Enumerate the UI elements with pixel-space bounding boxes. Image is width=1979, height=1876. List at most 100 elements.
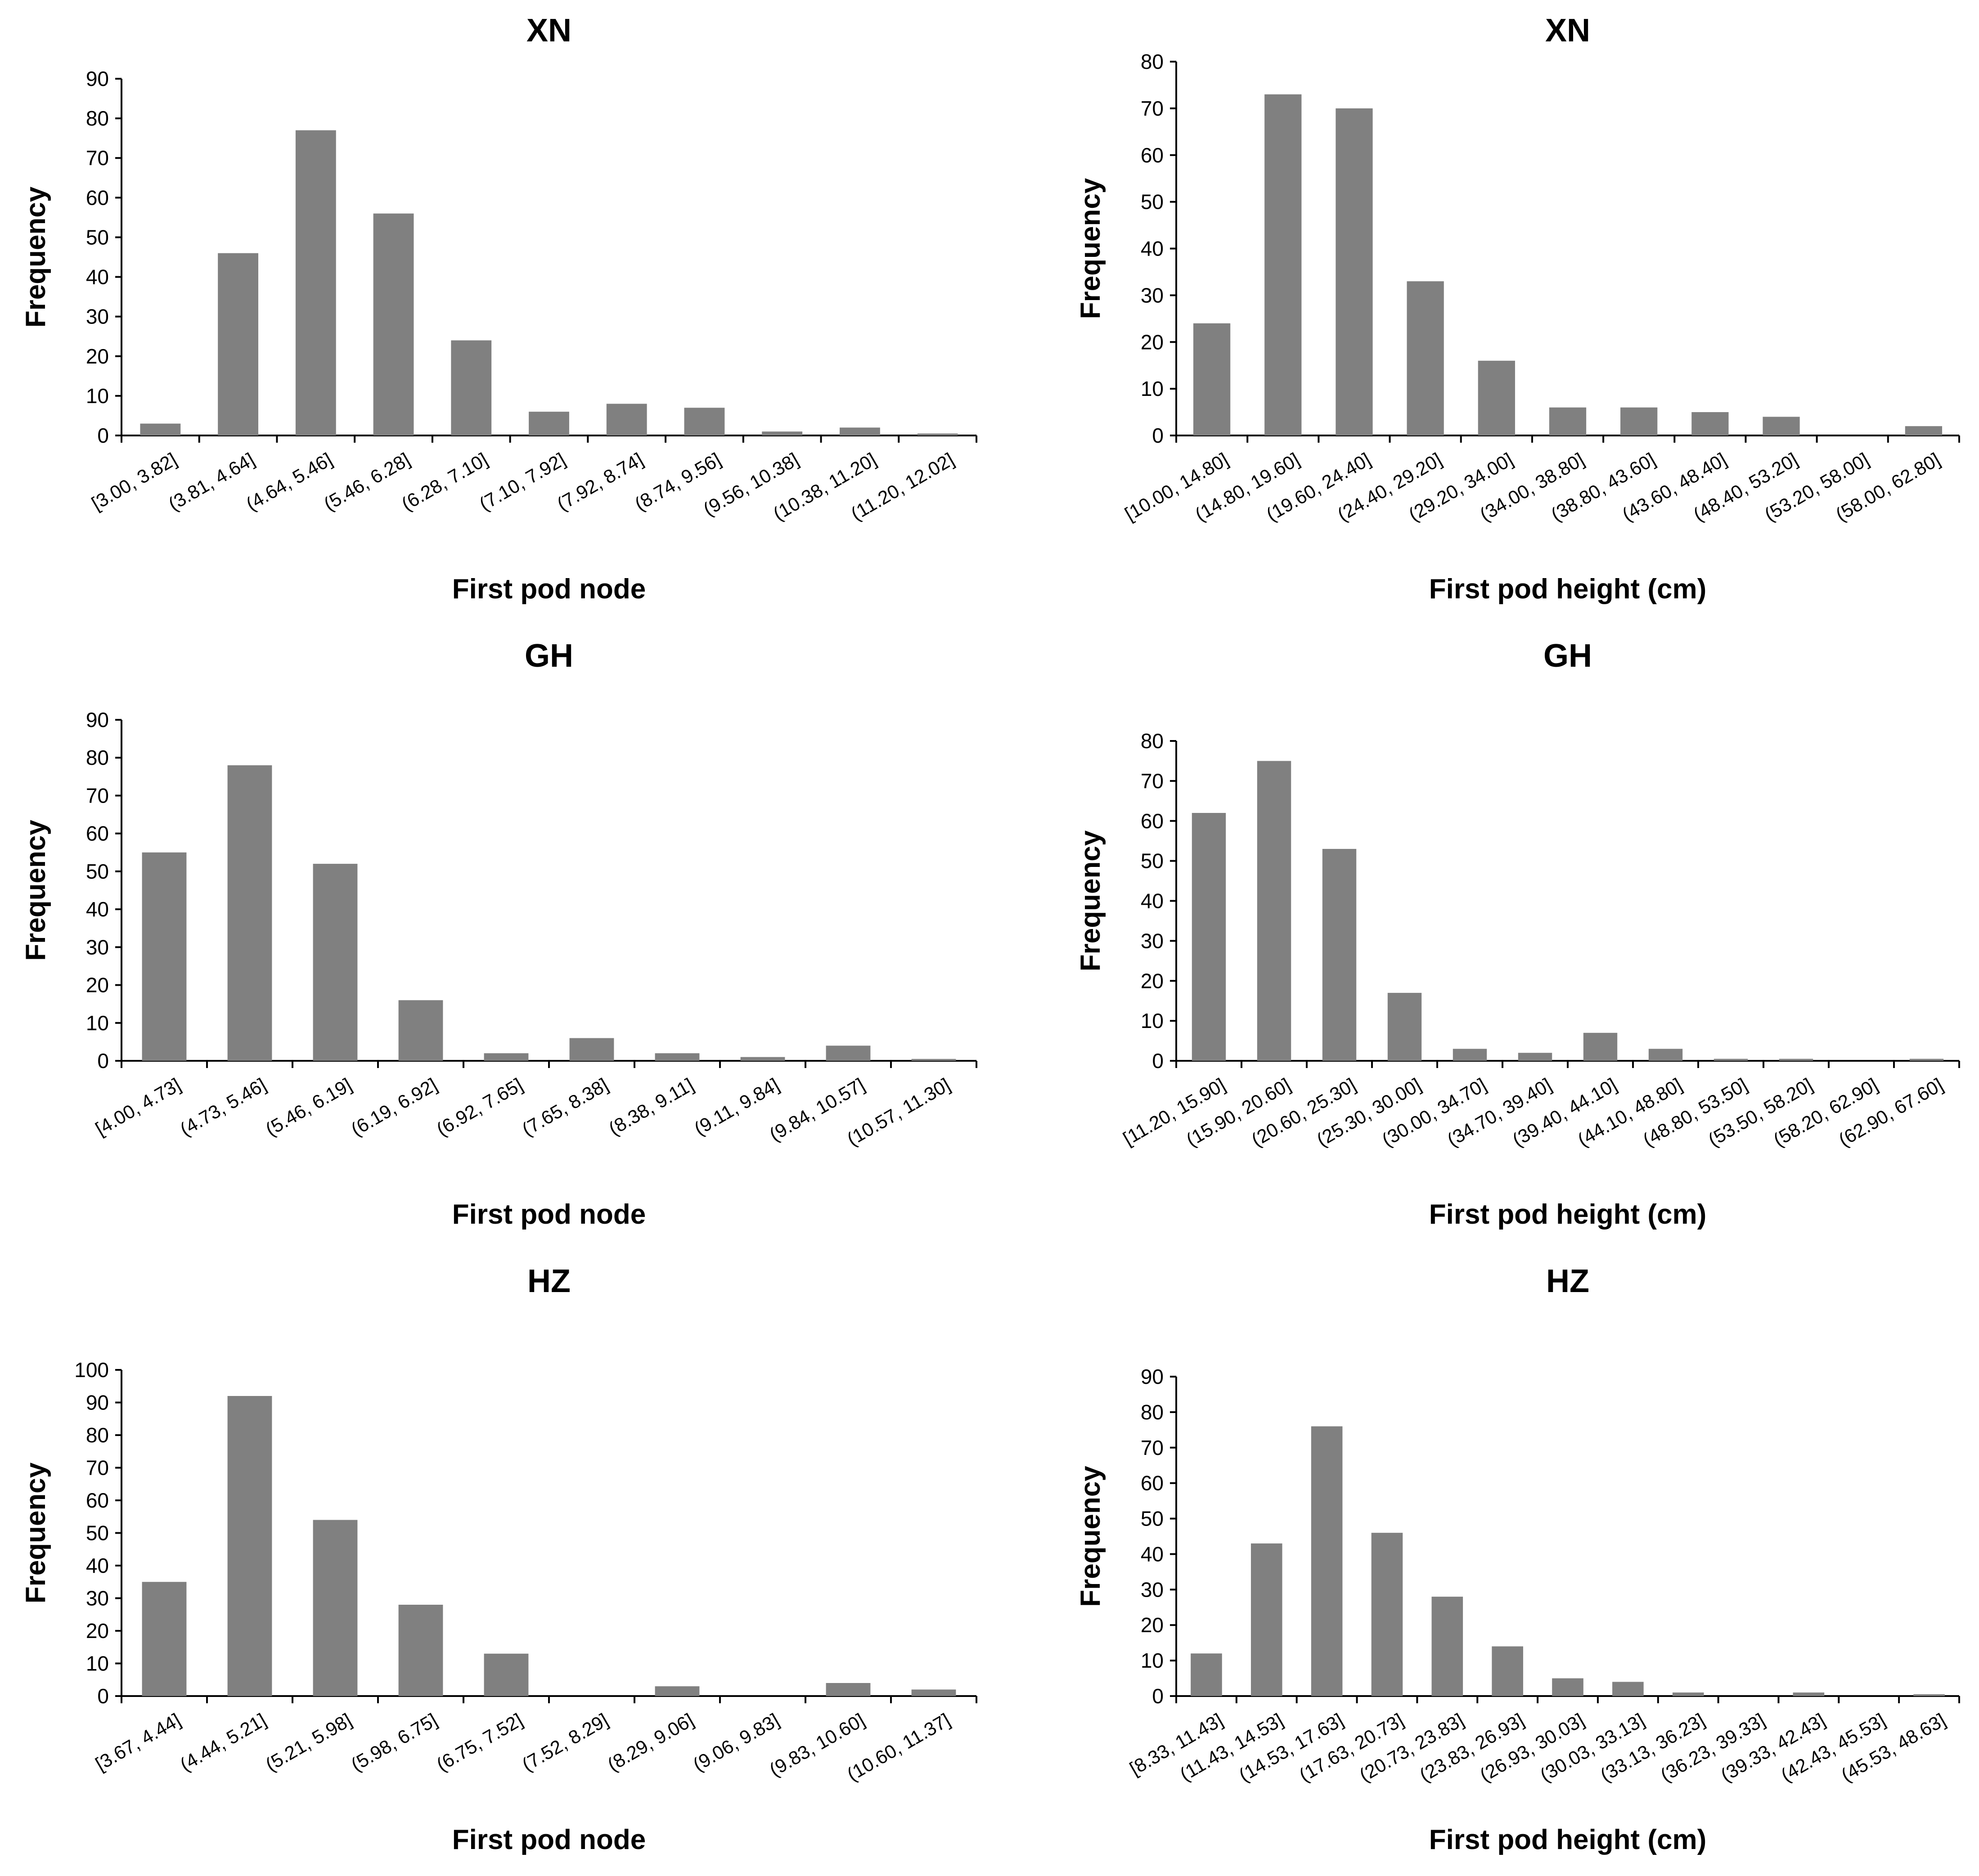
bar: [1453, 1049, 1487, 1061]
x-tick-label: [4.00, 4.73]: [92, 1074, 184, 1140]
x-axis-label: First pod height (cm): [1429, 1824, 1707, 1855]
chart-svg: GH Frequency First pod node 0 10 20 30 40 50 60 70…: [20, 638, 977, 1230]
y-tick-label: 100: [74, 1358, 109, 1382]
chart-svg: GH Frequency First pod height (cm) 0 10 20 30 4…: [1075, 638, 1960, 1230]
y-tick-label: 0: [97, 424, 109, 447]
bar: [569, 1038, 614, 1061]
x-tick-label: (4.64, 5.46]: [243, 449, 336, 515]
y-tick-label: 80: [86, 746, 109, 769]
x-axis-label: First pod node: [452, 1199, 646, 1230]
x-tick-label: (6.75, 7.52]: [433, 1709, 526, 1775]
bar: [484, 1053, 529, 1061]
y-tick-label: 50: [1141, 190, 1164, 214]
bar: [1905, 426, 1943, 435]
y-tick-label: 40: [86, 1554, 109, 1577]
y-tick-label: 30: [1141, 929, 1164, 952]
y-tick-label: 0: [1152, 1049, 1164, 1073]
bar: [1322, 848, 1357, 1061]
bar: [1549, 407, 1587, 435]
x-tick-label: (6.92, 7.65]: [433, 1074, 526, 1140]
bar: [140, 423, 181, 435]
bar: [606, 404, 647, 435]
bar: [227, 765, 272, 1061]
y-tick-label: 20: [1141, 330, 1164, 354]
bar: [840, 427, 880, 435]
y-tick-label: 60: [1141, 1472, 1164, 1495]
y-tick-label: 20: [86, 1619, 109, 1643]
chart-svg: HZ Frequency First pod height (cm) 0 10 20 30 4…: [1075, 1263, 1960, 1855]
y-tick-label: 60: [1141, 809, 1164, 833]
bar: [1193, 323, 1231, 435]
chart-panel-4: GH Frequency First pod height (cm) 0 10 20 30 4…: [990, 625, 1979, 1251]
y-tick-label: 10: [1141, 377, 1164, 400]
y-tick-label: 90: [86, 67, 109, 90]
y-tick-label: 10: [1141, 1009, 1164, 1032]
y-tick-label: 50: [1141, 1507, 1164, 1530]
y-axis-label: Frequency: [1075, 830, 1106, 971]
x-tick-label: [3.67, 4.44]: [92, 1709, 184, 1775]
bar: [826, 1046, 871, 1061]
bar: [655, 1686, 700, 1696]
y-tick-label: 80: [86, 1423, 109, 1447]
chart-title: HZ: [1546, 1263, 1589, 1299]
bar: [1250, 1543, 1282, 1696]
bar: [451, 340, 492, 435]
bar: [684, 408, 725, 435]
y-tick-label: 20: [86, 345, 109, 368]
y-tick-label: 40: [1141, 237, 1164, 260]
x-tick-label: (45.53, 48.63]: [1838, 1709, 1949, 1786]
x-tick-label: (5.46, 6.28]: [320, 449, 414, 515]
bar: [1431, 1597, 1463, 1696]
chart-svg: HZ Frequency First pod node 0 10 20 30 40 50 60 70…: [20, 1263, 977, 1855]
bar: [295, 130, 336, 435]
chart-panel-5: HZ Frequency First pod node 0 10 20 30 40 50 60 70…: [0, 1251, 990, 1876]
bar: [218, 253, 258, 435]
bar: [1371, 1533, 1403, 1696]
bar: [911, 1689, 956, 1696]
x-tick-label: (7.52, 8.29]: [518, 1709, 612, 1775]
y-tick-label: 60: [86, 186, 109, 209]
y-tick-label: 40: [1141, 889, 1164, 913]
bar: [1583, 1032, 1618, 1061]
x-tick-label: (7.92, 8.74]: [553, 449, 647, 515]
y-tick-label: 70: [86, 784, 109, 807]
bar: [1192, 812, 1226, 1061]
y-tick-label: 30: [86, 935, 109, 959]
x-axis-label: First pod height (cm): [1429, 574, 1707, 605]
y-tick-label: 0: [97, 1684, 109, 1708]
y-tick-label: 30: [1141, 283, 1164, 307]
bar: [1311, 1426, 1343, 1696]
bar: [1672, 1692, 1704, 1696]
bar: [655, 1053, 700, 1061]
bar: [142, 1582, 187, 1696]
y-axis-label: Frequency: [20, 186, 51, 328]
bar: [313, 864, 358, 1061]
bar: [1763, 417, 1800, 435]
chart-panel-3: GH Frequency First pod node 0 10 20 30 40 50 60 70…: [0, 625, 990, 1251]
chart-svg: XN Frequency First pod height (cm) 0 10 20 30 4…: [1075, 13, 1960, 605]
y-tick-label: 70: [86, 1456, 109, 1480]
bar: [1612, 1682, 1644, 1696]
bar: [227, 1396, 272, 1696]
y-tick-label: 10: [86, 1011, 109, 1035]
y-tick-label: 50: [86, 225, 109, 249]
y-tick-label: 0: [1152, 1684, 1164, 1708]
x-tick-label: (6.19, 6.92]: [347, 1074, 441, 1140]
x-tick-label: [3.00, 3.82]: [88, 449, 180, 514]
chart-title: GH: [525, 638, 573, 674]
x-axis-label: First pod height (cm): [1429, 1199, 1707, 1230]
bar: [740, 1057, 785, 1061]
x-tick-label: (3.81, 4.64]: [165, 449, 258, 515]
y-tick-label: 0: [1152, 424, 1164, 447]
bar: [1387, 992, 1422, 1061]
x-axis-label: First pod node: [452, 1824, 646, 1855]
x-tick-label: (4.44, 5.21]: [176, 1709, 270, 1775]
y-tick-label: 30: [86, 305, 109, 328]
y-tick-label: 90: [86, 1391, 109, 1414]
bar: [762, 431, 803, 435]
x-tick-label: (7.65, 8.38]: [518, 1074, 612, 1140]
bar: [1336, 108, 1373, 435]
x-tick-label: (5.21, 5.98]: [262, 1709, 355, 1775]
y-tick-label: 20: [1141, 969, 1164, 992]
bar: [1793, 1692, 1825, 1696]
